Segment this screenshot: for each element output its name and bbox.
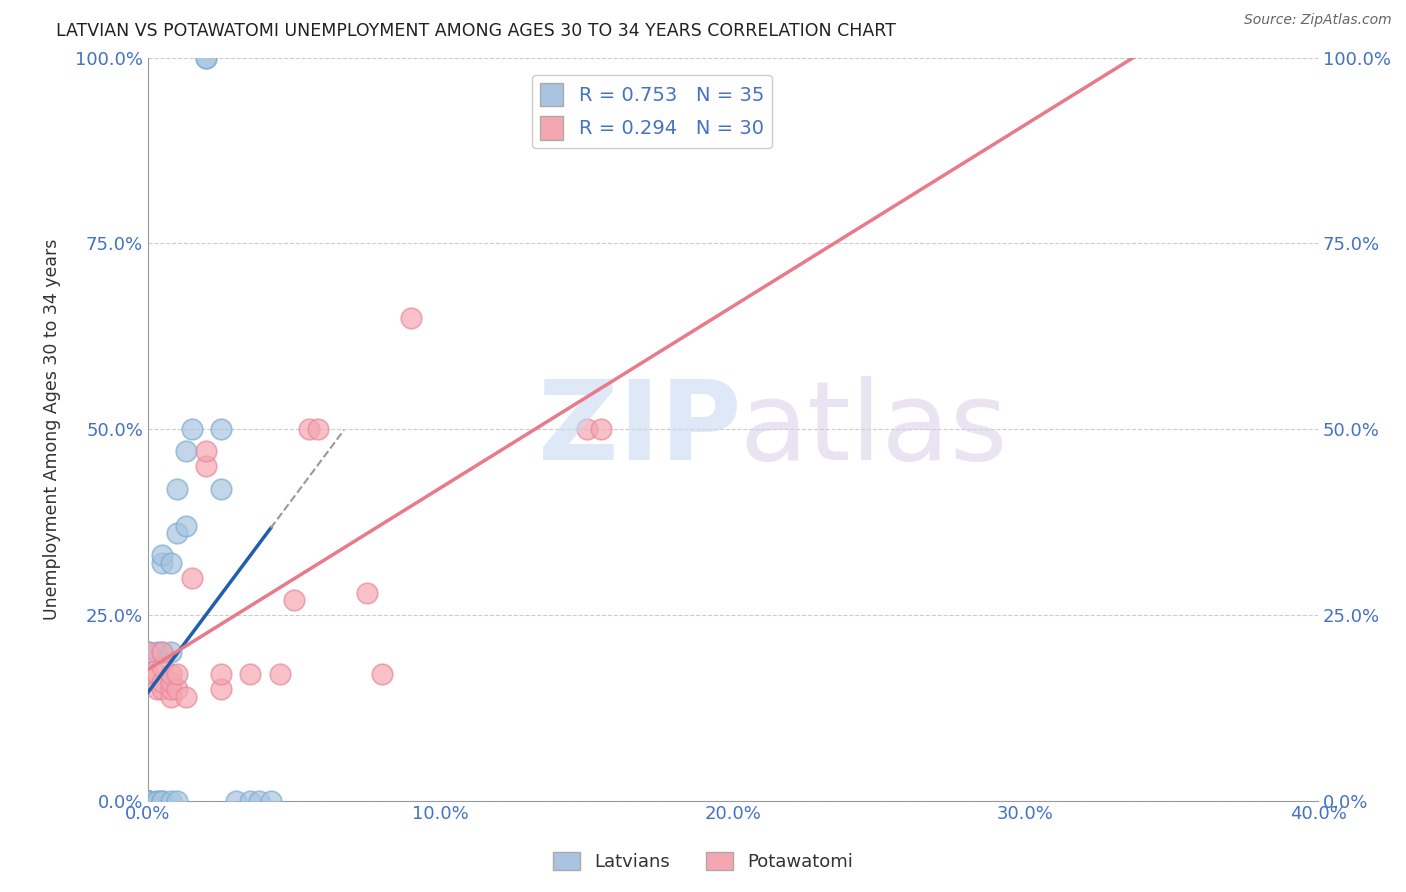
Point	[136, 667, 159, 681]
Y-axis label: Unemployment Among Ages 30 to 34 years: Unemployment Among Ages 30 to 34 years	[44, 238, 60, 620]
Point	[136, 794, 159, 808]
Legend: R = 0.753   N = 35, R = 0.294   N = 30: R = 0.753 N = 35, R = 0.294 N = 30	[531, 75, 772, 147]
Point	[160, 645, 183, 659]
Point	[371, 667, 394, 681]
Point	[136, 794, 159, 808]
Point	[195, 444, 218, 458]
Point	[575, 422, 598, 436]
Point	[180, 422, 202, 436]
Point	[298, 422, 321, 436]
Point	[160, 556, 183, 570]
Text: Source: ZipAtlas.com: Source: ZipAtlas.com	[1244, 13, 1392, 28]
Point	[166, 667, 188, 681]
Point	[209, 667, 232, 681]
Point	[136, 645, 159, 659]
Point	[152, 682, 174, 697]
Point	[166, 526, 188, 541]
Point	[152, 645, 174, 659]
Point	[136, 794, 159, 808]
Point	[247, 794, 270, 808]
Point	[136, 794, 159, 808]
Point	[136, 794, 159, 808]
Point	[260, 794, 283, 808]
Point	[174, 690, 197, 704]
Point	[174, 518, 197, 533]
Text: LATVIAN VS POTAWATOMI UNEMPLOYMENT AMONG AGES 30 TO 34 YEARS CORRELATION CHART: LATVIAN VS POTAWATOMI UNEMPLOYMENT AMONG…	[56, 22, 896, 40]
Point	[174, 444, 197, 458]
Point	[239, 794, 262, 808]
Point	[166, 482, 188, 496]
Point	[136, 794, 159, 808]
Point	[209, 422, 232, 436]
Point	[136, 645, 159, 659]
Text: atlas: atlas	[740, 376, 1008, 483]
Point	[152, 794, 174, 808]
Point	[152, 660, 174, 674]
Point	[209, 482, 232, 496]
Point	[145, 682, 167, 697]
Point	[283, 593, 305, 607]
Point	[136, 794, 159, 808]
Point	[160, 682, 183, 697]
Point	[152, 645, 174, 659]
Point	[195, 459, 218, 474]
Point	[307, 422, 329, 436]
Point	[145, 667, 167, 681]
Point	[591, 422, 613, 436]
Point	[152, 674, 174, 689]
Point	[160, 674, 183, 689]
Legend: Latvians, Potawatomi: Latvians, Potawatomi	[546, 845, 860, 879]
Point	[180, 571, 202, 585]
Point	[160, 794, 183, 808]
Point	[160, 667, 183, 681]
Point	[145, 645, 167, 659]
Point	[166, 682, 188, 697]
Point	[166, 794, 188, 808]
Point	[195, 51, 218, 65]
Point	[145, 794, 167, 808]
Text: ZIP: ZIP	[537, 376, 741, 483]
Point	[239, 667, 262, 681]
Point	[356, 585, 378, 599]
Point	[152, 556, 174, 570]
Point	[269, 667, 291, 681]
Point	[399, 310, 422, 325]
Point	[195, 51, 218, 65]
Point	[136, 645, 159, 659]
Point	[152, 794, 174, 808]
Point	[136, 794, 159, 808]
Point	[152, 549, 174, 563]
Point	[145, 794, 167, 808]
Point	[209, 682, 232, 697]
Point	[160, 690, 183, 704]
Point	[225, 794, 247, 808]
